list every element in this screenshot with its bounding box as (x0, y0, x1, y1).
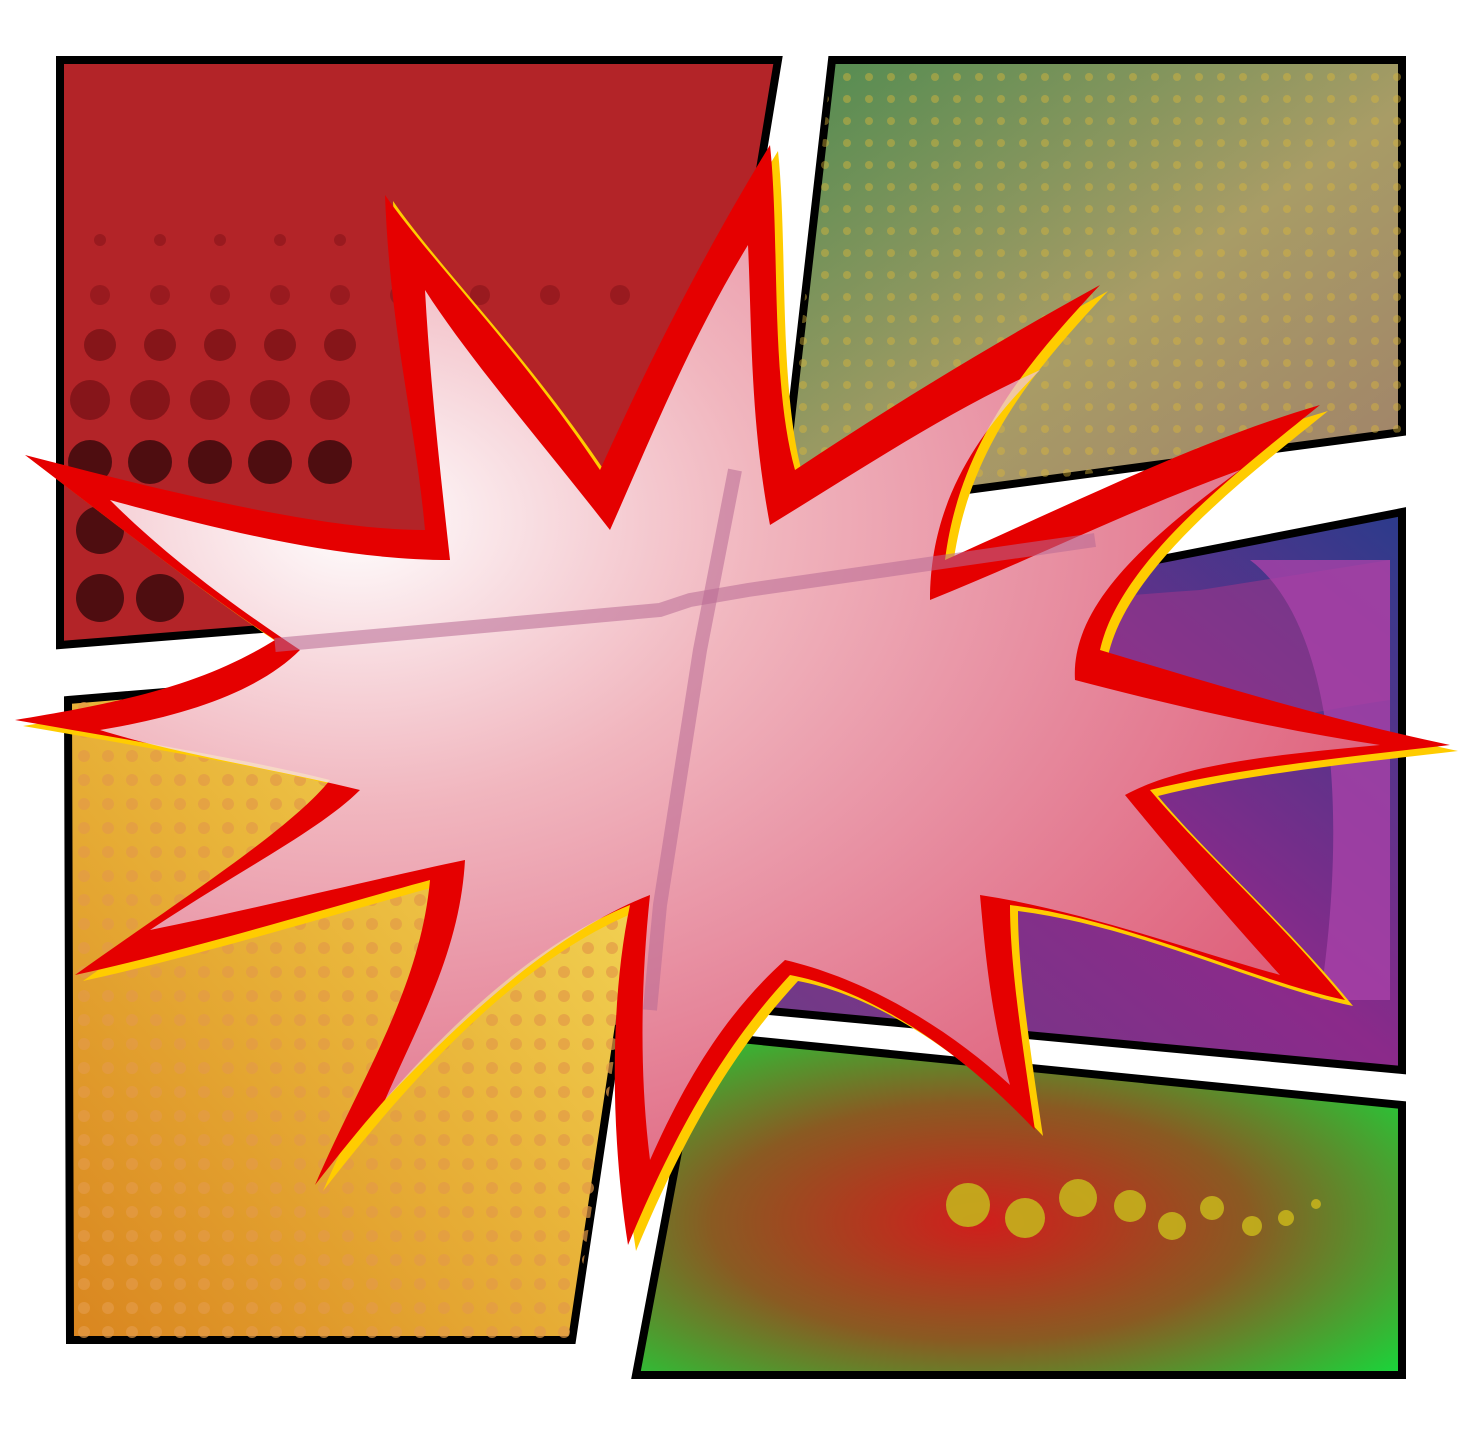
explosion-burst-icon (15, 145, 1458, 1251)
panel-bottom-right (631, 1030, 1406, 1379)
halftone-dots-icon (946, 1179, 1321, 1240)
halftone-dots-icon (90, 234, 630, 305)
